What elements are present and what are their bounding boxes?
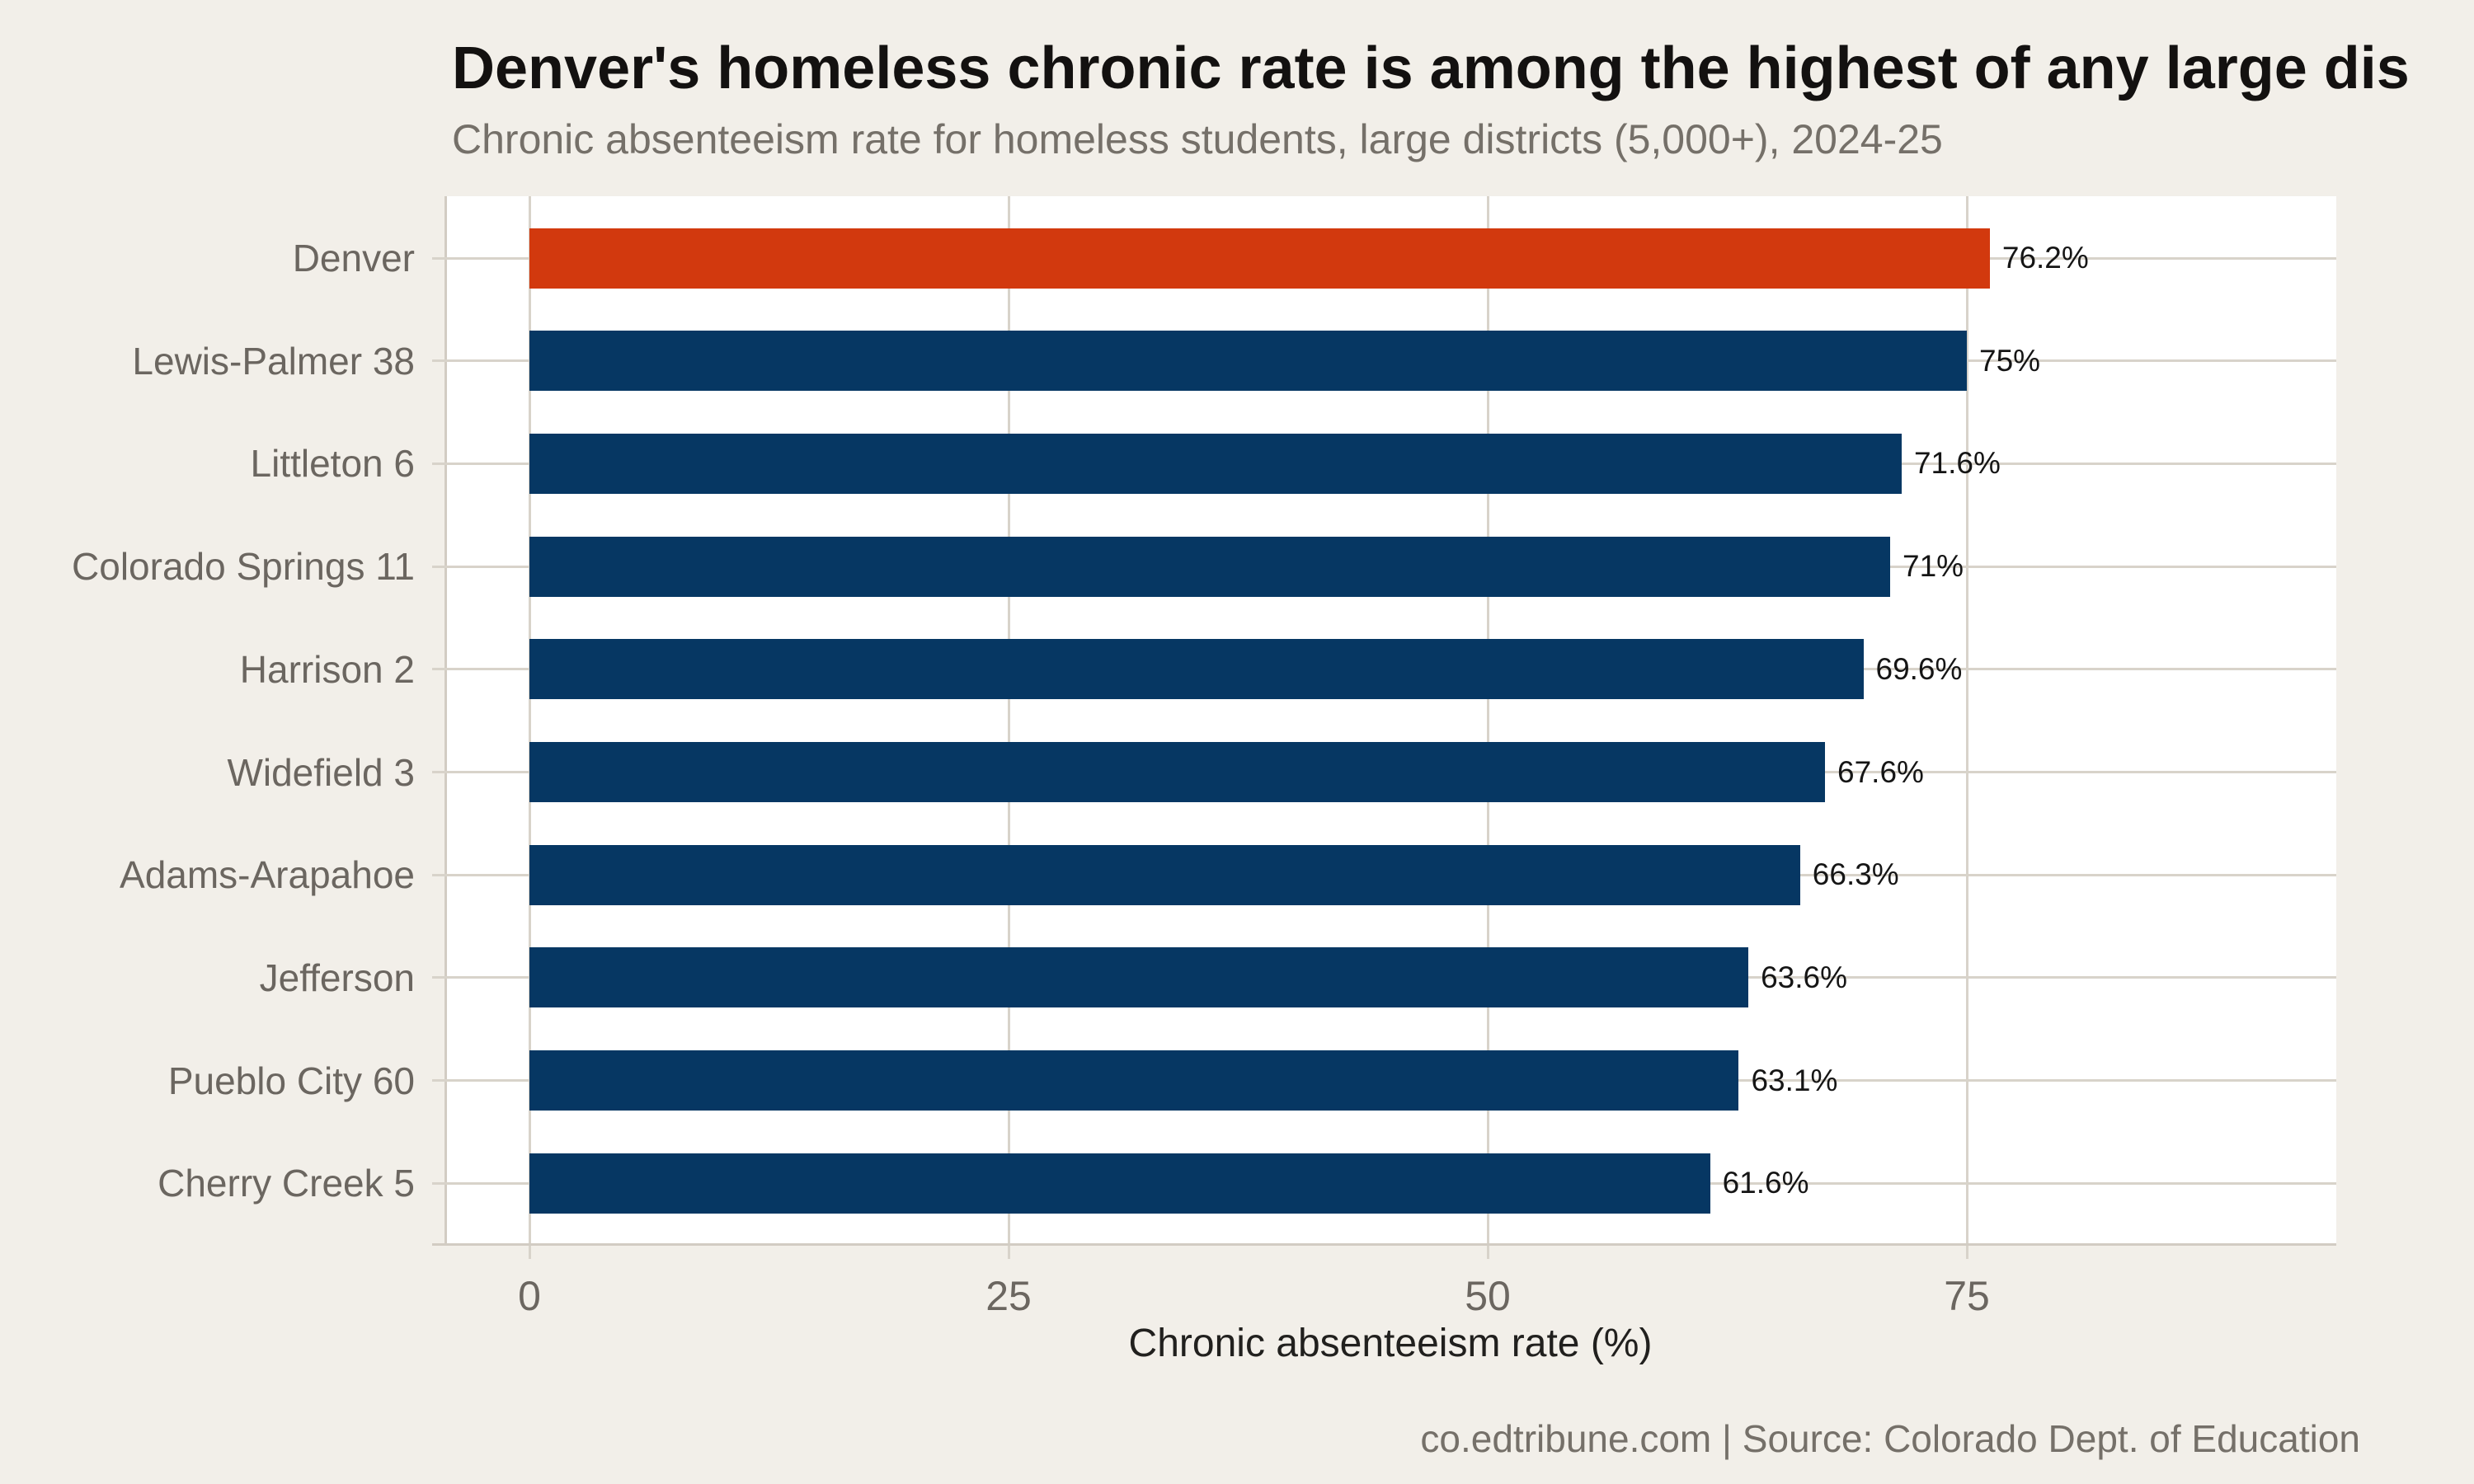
category-label: Colorado Springs 11 — [72, 545, 415, 589]
chart-subtitle: Chronic absenteeism rate for homeless st… — [452, 116, 1943, 162]
bar — [529, 639, 1864, 700]
bar — [529, 433, 1902, 494]
category-label: Pueblo City 60 — [167, 1059, 415, 1102]
x-axis-line — [432, 1242, 2336, 1246]
category-label: Jefferson — [259, 956, 415, 999]
x-tick-mark — [1486, 1244, 1489, 1259]
bar — [529, 1153, 1710, 1214]
v-gridline — [528, 196, 531, 1244]
chart-caption: co.edtribune.com | Source: Colorado Dept… — [1420, 1417, 2360, 1460]
chart-title: Denver's homeless chronic rate is among … — [452, 35, 2410, 101]
v-gridline — [1007, 196, 1010, 1244]
category-label: Lewis-Palmer 38 — [132, 339, 415, 383]
x-axis-title: Chronic absenteeism rate (%) — [1128, 1322, 1653, 1365]
category-label: Littleton 6 — [250, 442, 415, 486]
category-label: Widefield 3 — [227, 750, 415, 794]
x-tick-label: 75 — [1944, 1273, 1990, 1319]
bar-value-label: 63.6% — [1761, 960, 1847, 994]
bar — [529, 536, 1891, 597]
x-tick-mark — [1965, 1244, 1968, 1259]
bar-value-label: 71% — [1903, 549, 1964, 584]
category-label: Denver — [292, 237, 415, 279]
bar-value-label: 75% — [1979, 343, 2041, 378]
bar — [529, 844, 1800, 905]
v-gridline — [1965, 196, 1968, 1244]
bar-value-label: 69.6% — [1875, 651, 1963, 686]
category-label: Harrison 2 — [239, 647, 415, 691]
category-label: Adams-Arapahoe — [120, 853, 415, 897]
x-tick-mark — [528, 1244, 531, 1259]
bar — [529, 947, 1749, 1008]
category-label: Cherry Creek 5 — [158, 1162, 415, 1205]
bar-value-label: 61.6% — [1722, 1166, 1809, 1200]
bar-value-label: 63.1% — [1751, 1063, 1838, 1097]
x-tick-label: 25 — [985, 1273, 1032, 1319]
x-tick-label: 0 — [518, 1273, 541, 1319]
bar-value-label: 71.6% — [1913, 446, 2001, 481]
bar-value-label: 76.2% — [2001, 241, 2089, 275]
x-tick-mark — [1007, 1244, 1010, 1259]
x-tick-label: 50 — [1465, 1273, 1511, 1319]
v-gridline — [1486, 196, 1489, 1244]
bar — [529, 228, 1990, 289]
bar — [529, 1050, 1739, 1111]
bar — [529, 331, 1967, 392]
y-axis-line — [444, 196, 447, 1244]
bar-value-label: 67.6% — [1837, 754, 1924, 789]
bar — [529, 742, 1826, 802]
bar-value-label: 66.3% — [1812, 857, 1899, 892]
